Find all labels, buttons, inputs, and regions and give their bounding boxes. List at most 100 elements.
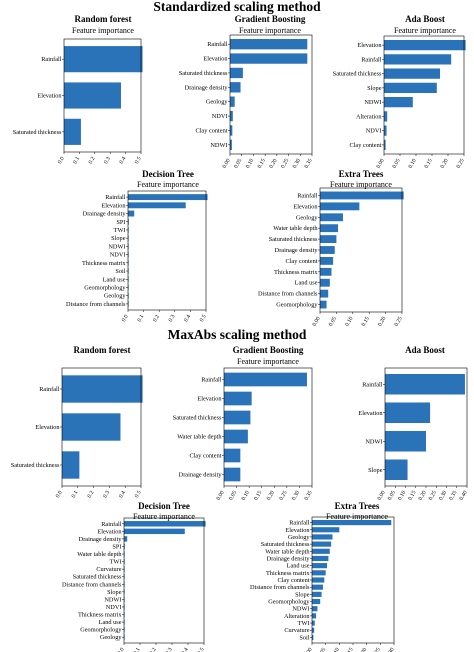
category-label: Soil [115, 268, 125, 275]
x-tick-label: 0.05 [228, 490, 238, 502]
bar-7 [312, 570, 326, 576]
x-tick-label: 0.3 [168, 314, 177, 323]
bar-8 [320, 278, 330, 287]
x-tick-label: 0.35 [448, 490, 458, 502]
axes-frame [383, 35, 465, 155]
chart-subtitle: Feature importance [239, 26, 301, 35]
x-tick-label: 0.30 [386, 647, 396, 652]
category-label: Saturated thickness [179, 70, 228, 77]
category-label: Rainfall [39, 386, 60, 393]
bar-0 [64, 46, 143, 73]
bar-0 [312, 520, 392, 526]
bar-2 [385, 430, 426, 452]
category-label: Thickness matrix [274, 269, 318, 276]
category-label: Slope [107, 589, 122, 596]
bar-1 [320, 202, 360, 211]
x-tick-label: 0.0 [55, 490, 64, 499]
x-tick-label: 0.25 [456, 158, 466, 170]
bar-13 [124, 619, 125, 625]
bar-10 [124, 596, 125, 603]
bar-6 [124, 566, 125, 572]
category-label: Slope [367, 85, 382, 92]
category-label: Clay content [195, 127, 227, 134]
category-label: Rainfall [289, 520, 310, 527]
x-tick-label: 0.30 [438, 490, 448, 502]
bar-5 [320, 246, 335, 254]
category-label: Rainfall [297, 192, 318, 199]
category-label: TWI [114, 227, 126, 234]
bar-8 [124, 581, 125, 588]
x-tick-label: 0.20 [266, 490, 276, 502]
category-label: Rainfall [105, 194, 126, 201]
category-label: Elevation [97, 528, 122, 535]
bar-3 [385, 459, 408, 481]
category-label: NDWI [292, 606, 309, 613]
bar-0 [62, 375, 143, 403]
bar-7 [128, 251, 129, 258]
bar-2 [224, 410, 251, 425]
bar-5 [224, 467, 241, 482]
bar-8 [312, 577, 325, 583]
category-label: NDVI [366, 128, 382, 135]
axes-frame [229, 34, 313, 155]
category-label: Land use [295, 280, 318, 287]
category-label: Thickness matrix [266, 570, 310, 577]
category-label: Distance from channels [62, 581, 122, 588]
x-tick-label: 0.15 [407, 490, 417, 502]
bar-2 [64, 118, 81, 145]
section-title-maxabs: MaxAbs scaling method [167, 327, 307, 342]
x-tick-label: 0.00 [304, 647, 314, 652]
chart-title: Extra Trees [335, 501, 380, 511]
category-label: Rainfall [101, 521, 122, 528]
category-label: Geology [296, 214, 319, 221]
x-tick-label: 0.10 [331, 647, 341, 652]
bar-3 [384, 82, 437, 94]
x-tick-label: 0.05 [392, 158, 402, 170]
x-tick-label: 0.0 [57, 156, 66, 165]
bar-0 [128, 194, 208, 201]
bar-6 [230, 125, 233, 136]
bar-11 [312, 598, 321, 605]
category-label: Thickness matrix [82, 260, 126, 267]
x-tick-label: 0.20 [377, 316, 387, 328]
bar-4 [224, 448, 241, 463]
bar-0 [320, 191, 404, 200]
category-label: Geomorphology [80, 627, 122, 634]
bar-1 [312, 527, 340, 533]
x-tick-label: 0.2 [152, 314, 161, 323]
bar-1 [385, 402, 431, 424]
category-label: Saturated thickness [261, 541, 310, 548]
chart-title: Ada Boost [405, 345, 445, 355]
x-tick-label: 0.10 [408, 158, 418, 170]
bar-7 [230, 139, 232, 150]
category-label: Geomorphology [268, 599, 310, 606]
x-tick-label: 0.3 [102, 490, 111, 499]
bar-1 [384, 54, 452, 65]
x-tick-label: 0.4 [118, 490, 127, 499]
category-label: Saturated thickness [13, 129, 62, 136]
category-label: Geology [104, 293, 127, 300]
x-tick-label: 0.20 [440, 158, 450, 170]
bar-4 [320, 235, 337, 244]
chart-subtitle: Feature importance [326, 512, 388, 521]
x-tick-label: 0.00 [216, 490, 226, 502]
axes-frame [127, 190, 207, 311]
category-label: Clay content [189, 453, 221, 460]
chart-subtitle: Feature importance [133, 512, 195, 521]
x-tick-label: 0.2 [88, 156, 97, 165]
category-label: Rainfall [361, 56, 382, 63]
chart-2: Ada Boost Feature importance Elevation Rain… [333, 14, 466, 169]
category-label: Soil [299, 634, 309, 641]
category-label: Clay content [285, 258, 317, 265]
bar-2 [384, 68, 440, 79]
x-tick-label: 0.10 [241, 490, 251, 502]
chart-title: Decision Tree [138, 501, 190, 511]
category-label: Elevation [101, 202, 126, 209]
bar-6 [384, 125, 387, 136]
category-label: SPI [116, 219, 125, 226]
category-label: Elevation [35, 424, 60, 431]
x-tick-label: 0.3 [103, 156, 112, 165]
bar-3 [128, 218, 129, 225]
